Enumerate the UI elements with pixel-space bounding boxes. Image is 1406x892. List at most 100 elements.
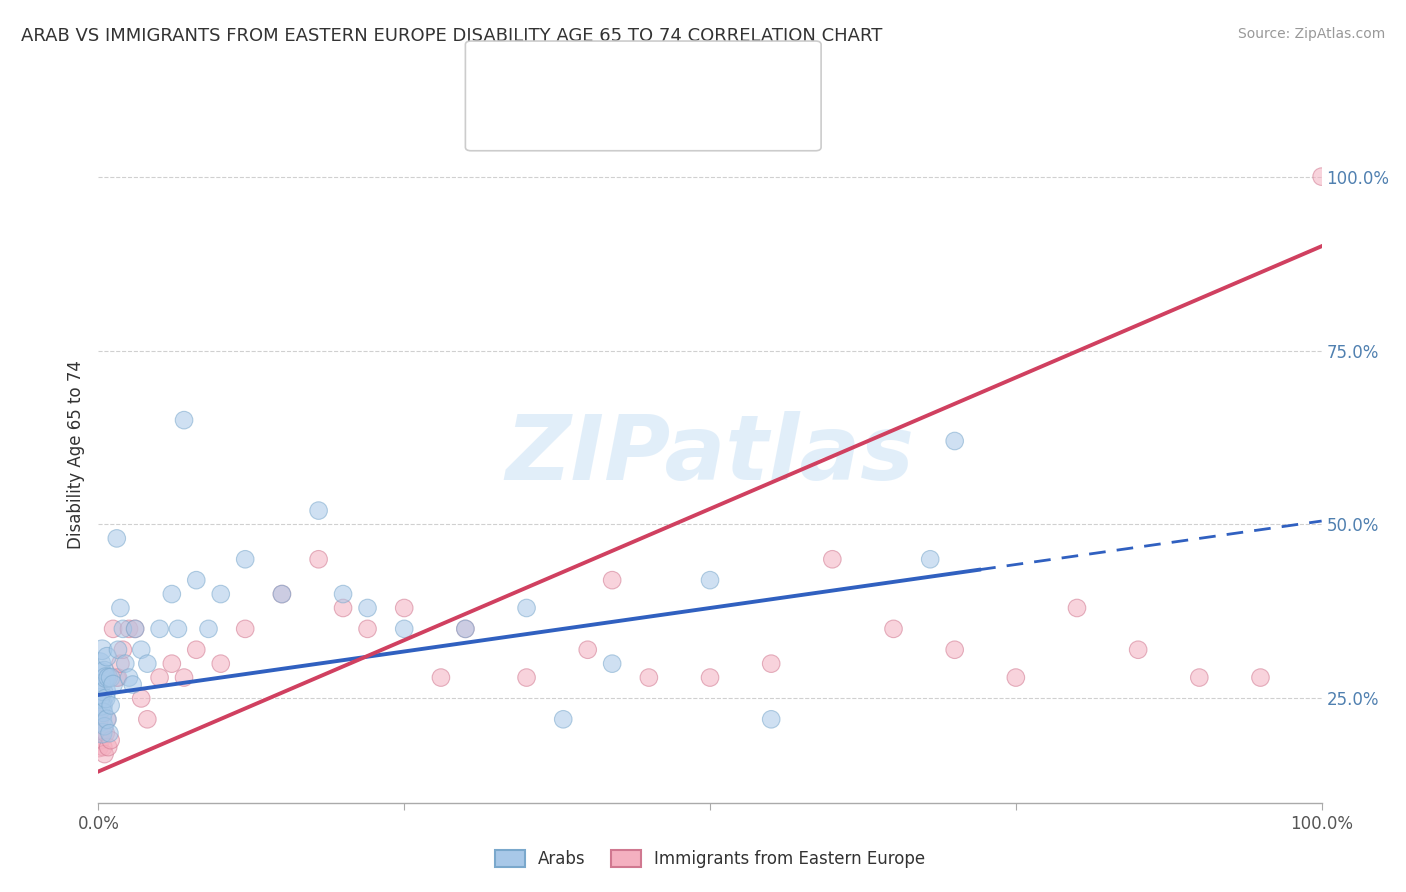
Text: R = 0.705   N = 49: R = 0.705 N = 49 — [527, 112, 711, 130]
Point — [233, 622, 256, 636]
Point — [233, 552, 256, 566]
Point — [93, 664, 115, 678]
Point — [1004, 671, 1026, 685]
Point — [96, 649, 118, 664]
Point — [111, 642, 134, 657]
Point — [149, 671, 172, 685]
Point — [136, 712, 159, 726]
Text: Source: ZipAtlas.com: Source: ZipAtlas.com — [1237, 27, 1385, 41]
Point — [392, 622, 416, 636]
Point — [87, 740, 110, 755]
Point — [111, 622, 134, 636]
Point — [105, 532, 128, 546]
Point — [97, 740, 120, 755]
Point — [392, 601, 416, 615]
Point — [308, 503, 330, 517]
Point — [114, 657, 136, 671]
Point — [101, 622, 124, 636]
Point — [89, 712, 111, 726]
Point — [91, 726, 114, 740]
Point — [97, 671, 120, 685]
Point — [118, 622, 141, 636]
Point — [93, 719, 115, 733]
Point — [94, 671, 117, 685]
Point — [167, 622, 190, 636]
Point — [637, 671, 661, 685]
Point — [553, 712, 575, 726]
Point — [943, 642, 966, 657]
Point — [91, 706, 114, 720]
Point — [308, 552, 330, 566]
Point — [94, 726, 117, 740]
Point — [90, 677, 112, 691]
Point — [107, 671, 129, 685]
Point — [90, 733, 112, 747]
Point — [110, 657, 132, 671]
Point — [96, 712, 118, 726]
Point — [91, 740, 114, 755]
Point — [699, 671, 721, 685]
Point — [270, 587, 294, 601]
Point — [105, 671, 128, 685]
Point — [160, 657, 183, 671]
Point — [100, 733, 122, 747]
Point — [173, 413, 195, 427]
Text: ARAB VS IMMIGRANTS FROM EASTERN EUROPE DISABILITY AGE 65 TO 74 CORRELATION CHART: ARAB VS IMMIGRANTS FROM EASTERN EUROPE D… — [21, 27, 883, 45]
Point — [149, 622, 172, 636]
Point — [600, 573, 623, 587]
Point — [761, 712, 783, 726]
Point — [332, 587, 354, 601]
Point — [129, 642, 152, 657]
Point — [270, 587, 294, 601]
Point — [96, 712, 118, 726]
Point — [356, 601, 378, 615]
Point — [761, 657, 783, 671]
Point — [124, 622, 146, 636]
Point — [186, 642, 208, 657]
Point — [101, 677, 124, 691]
Point — [91, 726, 114, 740]
Point — [89, 691, 111, 706]
Point — [100, 671, 122, 685]
Point — [920, 552, 942, 566]
Point — [332, 601, 354, 615]
Point — [121, 677, 143, 691]
Point — [98, 726, 121, 740]
Point — [515, 601, 537, 615]
Point — [91, 684, 114, 698]
Point — [1310, 169, 1333, 184]
Text: R = 0.368   N = 54: R = 0.368 N = 54 — [527, 64, 711, 82]
Point — [107, 642, 129, 657]
Point — [110, 601, 132, 615]
Point — [87, 698, 110, 713]
Point — [356, 622, 378, 636]
Point — [87, 712, 110, 726]
Point — [124, 622, 146, 636]
Point — [209, 657, 232, 671]
Point — [600, 657, 623, 671]
Point — [90, 698, 112, 713]
Point — [1249, 671, 1271, 685]
Point — [129, 691, 152, 706]
Point — [209, 587, 232, 601]
Point — [87, 684, 110, 698]
Point — [89, 726, 111, 740]
Point — [94, 691, 117, 706]
Point — [160, 587, 183, 601]
Point — [576, 642, 599, 657]
Point — [118, 671, 141, 685]
Point — [173, 671, 195, 685]
Point — [87, 671, 110, 685]
Point — [186, 573, 208, 587]
Point — [100, 698, 122, 713]
Point — [1128, 642, 1150, 657]
Point — [515, 671, 537, 685]
Text: ZIPatlas: ZIPatlas — [506, 411, 914, 499]
Point — [89, 712, 111, 726]
Point — [91, 642, 114, 657]
Point — [136, 657, 159, 671]
Point — [89, 657, 111, 671]
Point — [430, 671, 453, 685]
Point — [821, 552, 844, 566]
Point — [93, 747, 115, 761]
